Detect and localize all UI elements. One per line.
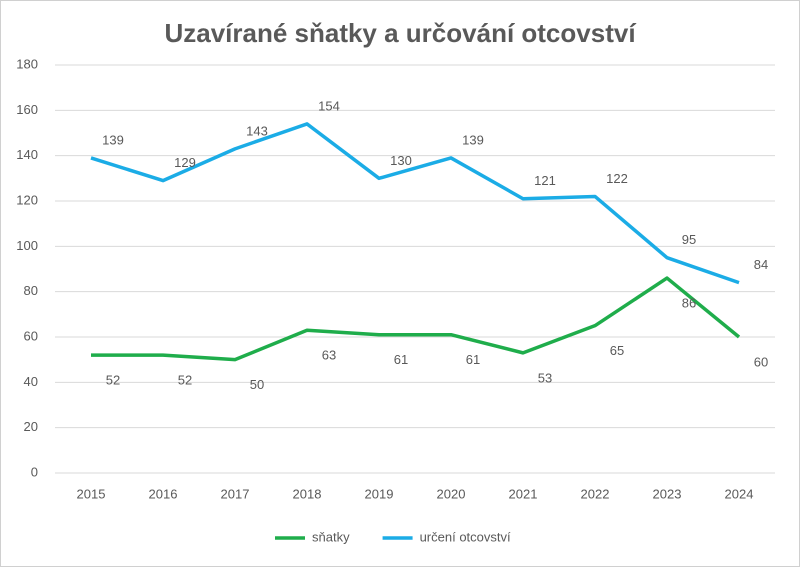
legend-label: určení otcovství bbox=[420, 529, 511, 544]
x-tick-label: 2019 bbox=[365, 486, 394, 501]
x-tick-label: 2023 bbox=[653, 486, 682, 501]
x-tick-label: 2018 bbox=[293, 486, 322, 501]
legend-label: sňatky bbox=[312, 529, 350, 544]
y-tick-label: 160 bbox=[16, 102, 38, 117]
y-tick-label: 140 bbox=[16, 147, 38, 162]
data-label: 52 bbox=[178, 373, 192, 388]
data-label: 63 bbox=[322, 348, 336, 363]
data-label: 84 bbox=[754, 257, 768, 272]
y-tick-label: 120 bbox=[16, 192, 38, 207]
x-tick-label: 2016 bbox=[149, 486, 178, 501]
data-label: 50 bbox=[250, 377, 264, 392]
data-label: 53 bbox=[538, 370, 552, 385]
data-label: 61 bbox=[466, 352, 480, 367]
y-tick-label: 80 bbox=[24, 283, 38, 298]
data-label: 129 bbox=[174, 155, 196, 170]
x-tick-label: 2015 bbox=[77, 486, 106, 501]
data-label: 143 bbox=[246, 123, 268, 138]
y-tick-label: 20 bbox=[24, 419, 38, 434]
y-tick-label: 60 bbox=[24, 328, 38, 343]
x-tick-label: 2022 bbox=[581, 486, 610, 501]
data-label: 130 bbox=[390, 153, 412, 168]
series-line bbox=[91, 276, 741, 362]
x-tick-label: 2020 bbox=[437, 486, 466, 501]
x-tick-label: 2024 bbox=[725, 486, 754, 501]
data-label: 154 bbox=[318, 98, 340, 113]
data-label: 86 bbox=[682, 296, 696, 311]
chart-title: Uzavírané sňatky a určování otcovství bbox=[164, 18, 636, 48]
data-label: 61 bbox=[394, 352, 408, 367]
y-tick-label: 40 bbox=[24, 374, 38, 389]
data-label: 121 bbox=[534, 173, 556, 188]
x-tick-label: 2021 bbox=[509, 486, 538, 501]
data-label: 95 bbox=[682, 232, 696, 247]
data-label: 60 bbox=[754, 354, 768, 369]
data-label: 122 bbox=[606, 171, 628, 186]
data-label: 65 bbox=[610, 343, 624, 358]
series-line bbox=[90, 122, 740, 285]
data-label: 52 bbox=[106, 373, 120, 388]
y-tick-label: 0 bbox=[31, 464, 38, 479]
x-tick-label: 2017 bbox=[221, 486, 250, 501]
y-tick-label: 100 bbox=[16, 238, 38, 253]
data-label: 139 bbox=[102, 132, 124, 147]
y-tick-label: 180 bbox=[16, 56, 38, 71]
data-label: 139 bbox=[462, 132, 484, 147]
